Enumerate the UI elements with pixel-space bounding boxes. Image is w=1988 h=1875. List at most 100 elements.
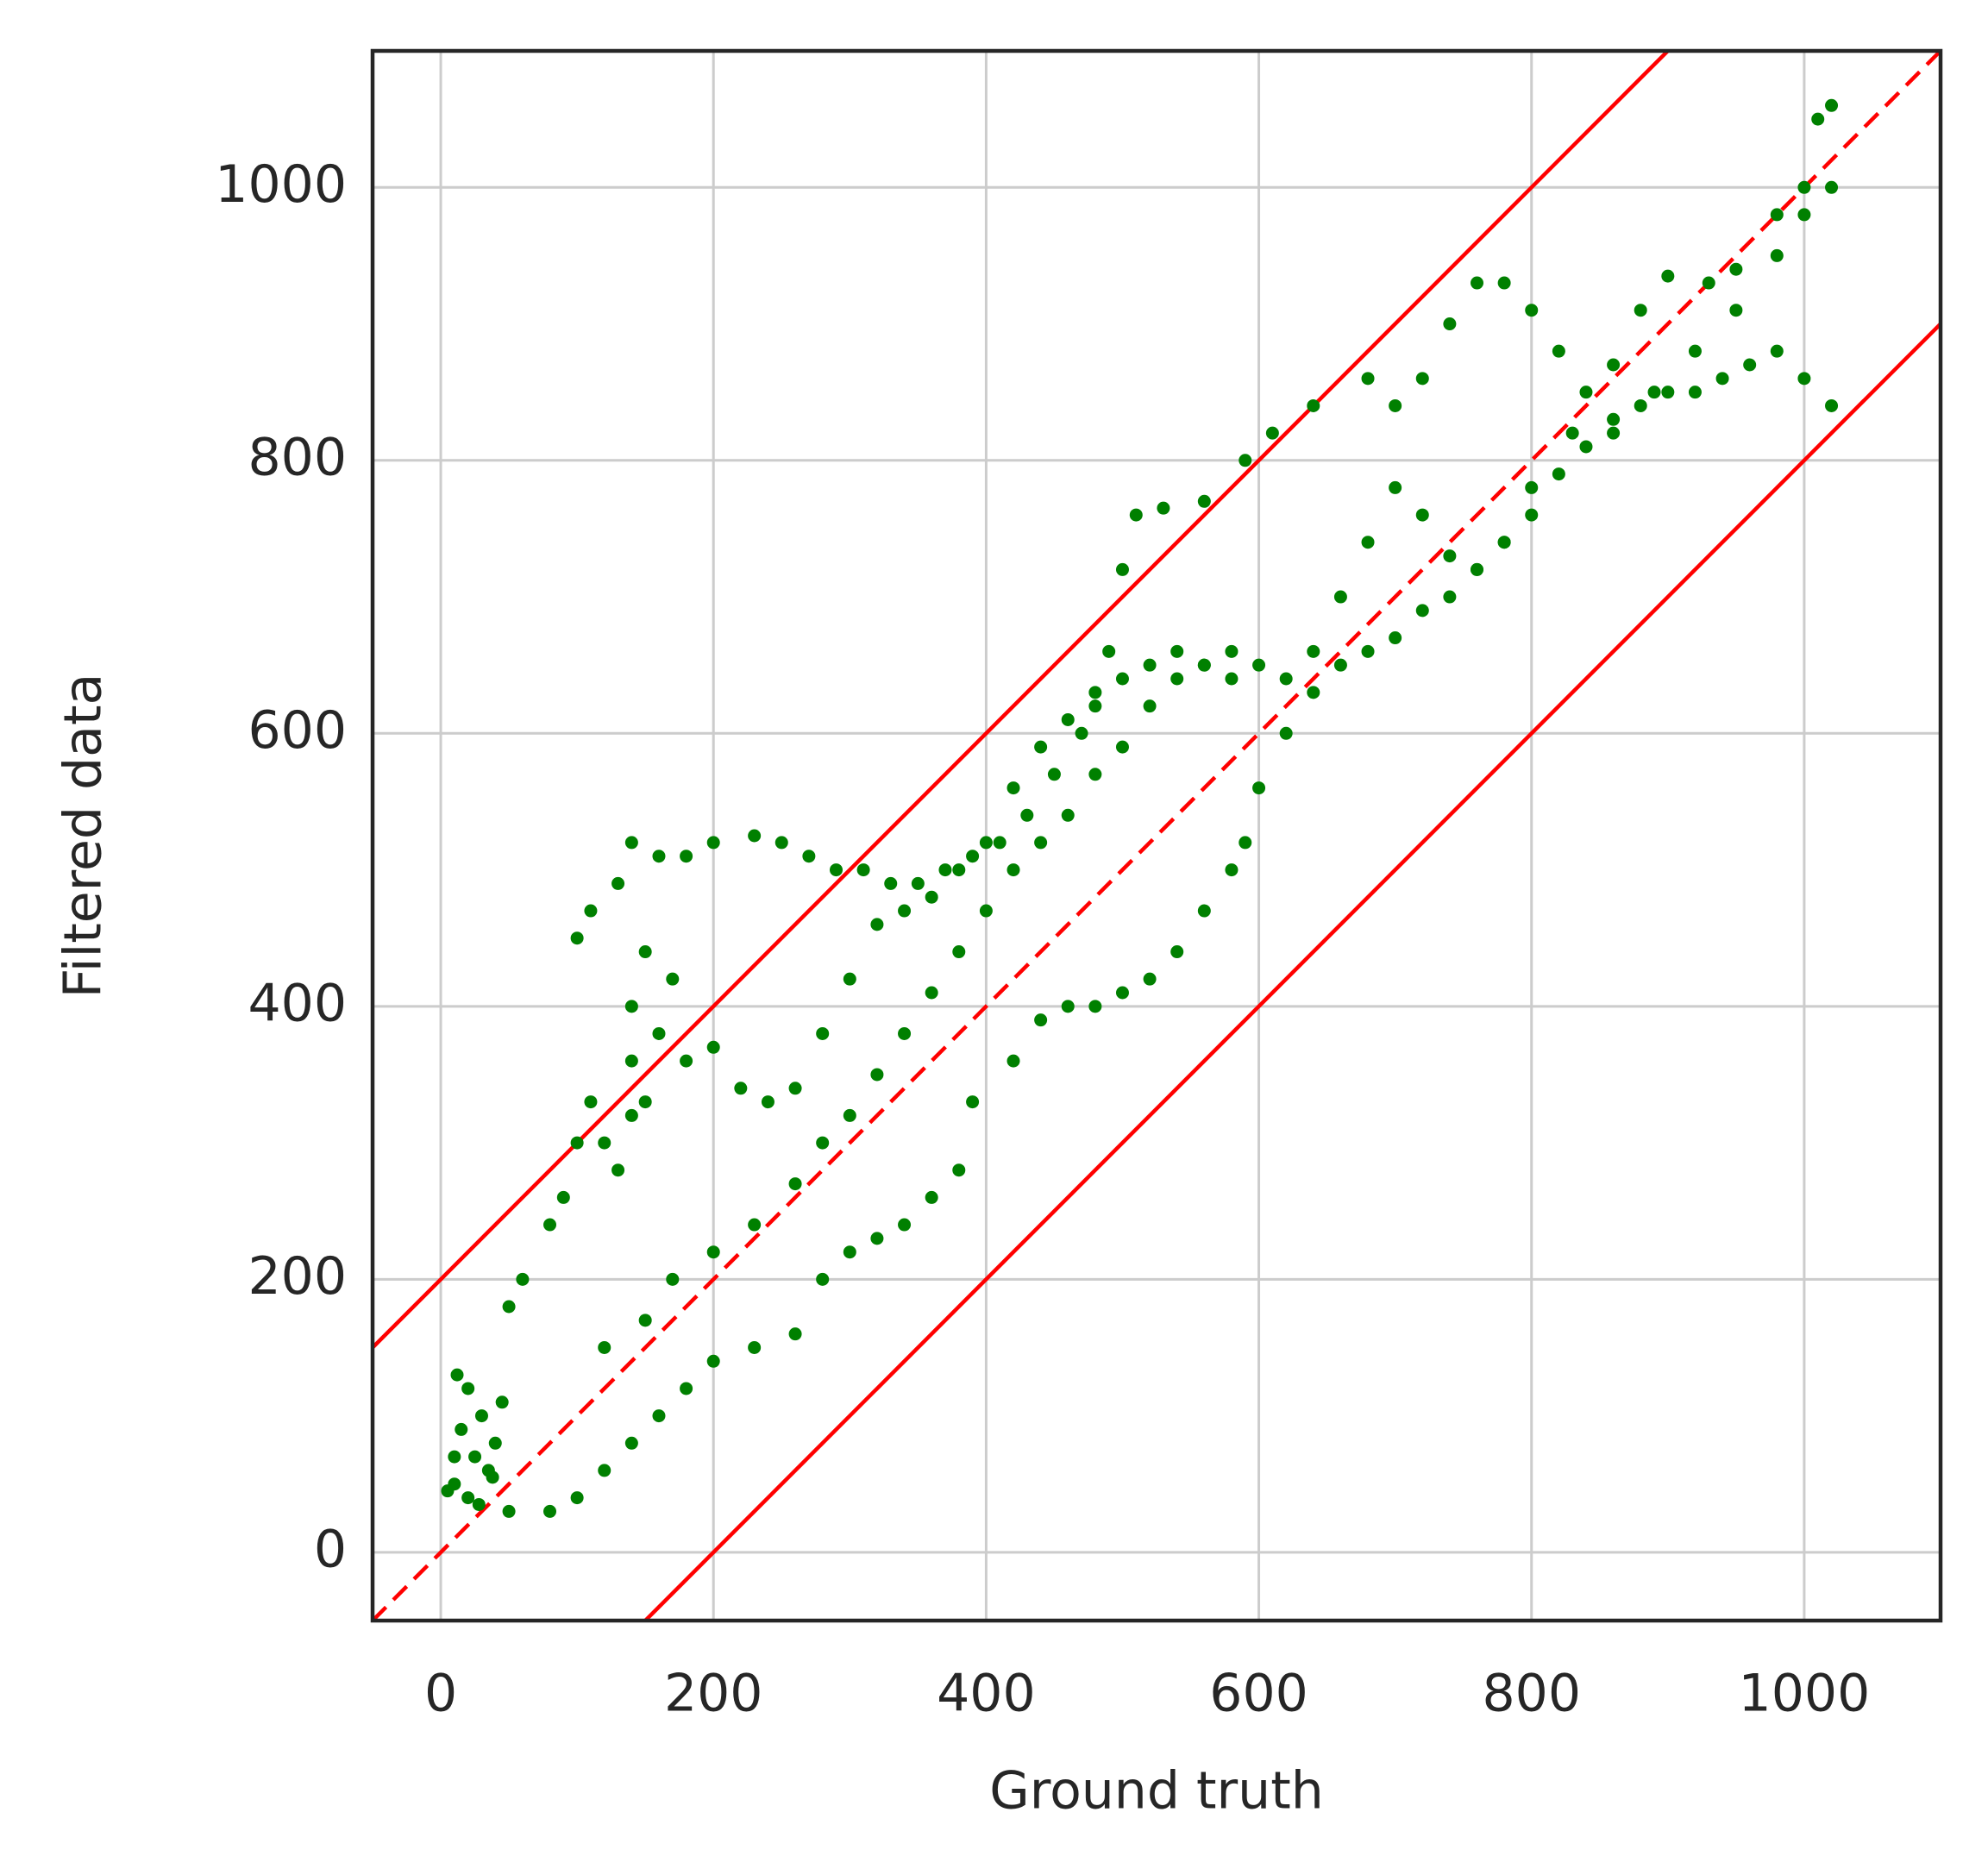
x-tick-label: 400 — [937, 1664, 1036, 1724]
point — [870, 1068, 884, 1082]
reference-line — [642, 322, 1941, 1621]
point — [1333, 590, 1347, 604]
y-tick-label: 1000 — [215, 154, 347, 215]
point — [1265, 426, 1279, 440]
point — [898, 1218, 912, 1232]
point — [1197, 904, 1211, 918]
point — [1415, 508, 1429, 522]
point — [775, 836, 788, 850]
point — [1770, 208, 1784, 222]
point — [441, 1484, 455, 1498]
point — [1115, 672, 1129, 686]
point — [461, 1382, 475, 1395]
point — [1607, 426, 1621, 440]
point — [1225, 672, 1239, 686]
point — [1225, 863, 1239, 877]
point — [448, 1450, 461, 1464]
y-tick-label: 600 — [248, 700, 347, 761]
point — [1129, 508, 1143, 522]
point — [666, 1272, 680, 1286]
point — [1170, 672, 1184, 686]
point — [570, 931, 584, 945]
point — [638, 1095, 652, 1109]
point — [1279, 672, 1293, 686]
point — [1252, 658, 1266, 672]
point — [993, 836, 1007, 850]
point — [624, 1436, 638, 1450]
point — [748, 829, 762, 843]
point — [1307, 398, 1320, 412]
point — [584, 1095, 598, 1109]
point — [495, 1395, 509, 1409]
point — [1525, 508, 1539, 522]
point — [638, 1314, 652, 1327]
point — [1729, 304, 1743, 317]
x-axis-label: Ground truth — [989, 1761, 1324, 1822]
point — [706, 836, 720, 850]
point — [1088, 768, 1102, 781]
point — [1088, 699, 1102, 713]
point — [1647, 386, 1661, 399]
point — [1361, 536, 1375, 549]
point — [611, 876, 625, 890]
point — [856, 863, 870, 877]
point — [502, 1300, 516, 1314]
point — [461, 1491, 475, 1505]
point — [1579, 440, 1593, 454]
point — [1565, 426, 1579, 440]
point — [1688, 386, 1702, 399]
x-tick-label: 600 — [1209, 1664, 1308, 1724]
point — [1661, 269, 1675, 283]
point — [706, 1245, 720, 1259]
point — [638, 945, 652, 959]
point — [1497, 276, 1511, 290]
point — [624, 1054, 638, 1068]
point — [1252, 781, 1266, 795]
point — [1825, 398, 1839, 412]
point — [1415, 372, 1429, 386]
point — [1634, 304, 1647, 317]
plot-area — [373, 51, 1941, 1621]
point — [966, 850, 980, 863]
point — [570, 1136, 584, 1150]
x-tick-label: 800 — [1482, 1664, 1581, 1724]
point — [1020, 808, 1034, 822]
point — [1415, 604, 1429, 618]
point — [1307, 644, 1320, 658]
point — [468, 1450, 482, 1464]
point — [1811, 112, 1825, 126]
x-tick-label: 0 — [424, 1664, 457, 1724]
point — [450, 1368, 464, 1382]
point — [1061, 808, 1075, 822]
point — [979, 836, 993, 850]
point — [734, 1082, 748, 1095]
point — [1661, 386, 1675, 399]
point — [1007, 1054, 1020, 1068]
point — [1034, 836, 1048, 850]
point — [788, 1177, 802, 1191]
point — [516, 1272, 530, 1286]
point — [1634, 398, 1647, 412]
point — [1361, 372, 1375, 386]
y-tick-label: 400 — [248, 973, 347, 1033]
point — [680, 850, 693, 863]
point — [1197, 494, 1211, 508]
point — [979, 904, 993, 918]
point — [1770, 344, 1784, 358]
point — [706, 1040, 720, 1054]
point — [952, 1163, 966, 1177]
y-tick-label: 0 — [314, 1519, 347, 1579]
point — [911, 876, 925, 890]
point — [1471, 276, 1484, 290]
point — [1743, 358, 1757, 372]
point — [1525, 304, 1539, 317]
point — [488, 1436, 502, 1450]
reference-line — [373, 51, 1941, 1621]
point — [680, 1382, 693, 1395]
point — [570, 1491, 584, 1505]
y-tick-label: 800 — [248, 427, 347, 487]
point — [1525, 480, 1539, 494]
point — [652, 850, 666, 863]
point — [652, 1026, 666, 1040]
